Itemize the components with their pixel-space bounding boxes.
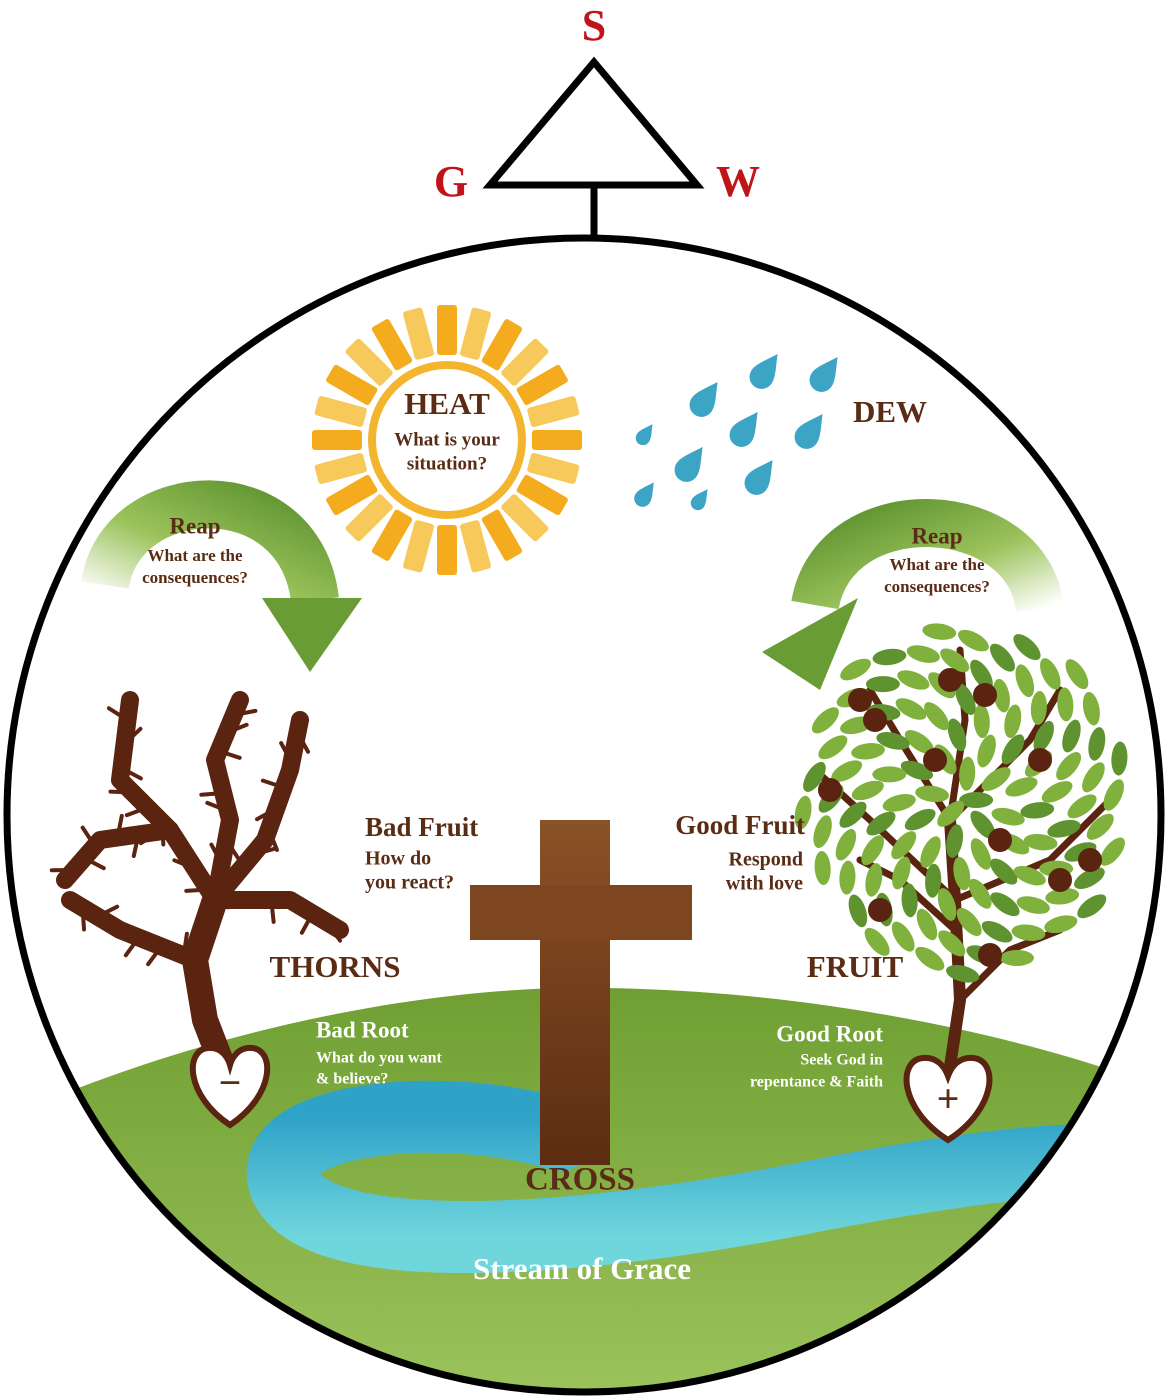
- heat-line: situation?: [407, 453, 487, 474]
- thorns-title: THORNS: [270, 949, 401, 984]
- sun-ray: [312, 430, 362, 450]
- stream-title: Stream of Grace: [473, 1251, 691, 1286]
- fruit-ball: [818, 778, 842, 802]
- thorn-spike: [201, 793, 223, 795]
- reap-line: What are the: [147, 546, 243, 565]
- good-root-sign: +: [937, 1076, 960, 1121]
- bad-root-title: Bad Root: [316, 1017, 409, 1042]
- leaf: [866, 676, 900, 692]
- fruit-ball: [1028, 748, 1052, 772]
- bad-root-line: What do you want: [316, 1050, 442, 1067]
- cross-title: CROSS: [525, 1162, 635, 1198]
- fruit-ball: [1048, 868, 1072, 892]
- fruit-ball: [868, 898, 892, 922]
- reap-line: consequences?: [884, 577, 990, 596]
- reap-title: Reap: [169, 513, 220, 538]
- leaf: [1000, 950, 1034, 966]
- leaf: [872, 766, 906, 782]
- reap-line: What are the: [889, 555, 985, 574]
- compass-top: S: [582, 1, 606, 50]
- fruit-ball: [1078, 848, 1102, 872]
- compass-left: G: [434, 157, 468, 206]
- thorn-spike: [186, 890, 208, 891]
- fruit-ball: [863, 708, 887, 732]
- bad-fruit-title: Bad Fruit: [365, 812, 478, 842]
- reap-title: Reap: [911, 523, 962, 548]
- compass-right: W: [716, 157, 760, 206]
- heat-line: What is your: [394, 429, 500, 450]
- dew-title: DEW: [853, 394, 927, 429]
- sun-ray: [532, 430, 582, 450]
- reap-line: consequences?: [142, 568, 248, 587]
- fruit-ball: [938, 668, 962, 692]
- thorn-spike: [271, 900, 273, 922]
- bad-root-sign: −: [219, 1060, 242, 1105]
- fruit-ball: [988, 828, 1012, 852]
- thorn-spike: [83, 908, 85, 930]
- triangle: [490, 62, 697, 185]
- fruit-ball: [978, 943, 1002, 967]
- fruit-ball: [848, 688, 872, 712]
- good-root-line: repentance & Faith: [750, 1074, 883, 1091]
- bad-fruit-line: you react?: [365, 872, 454, 894]
- fruit-ball: [923, 748, 947, 772]
- sun-ray: [437, 305, 457, 355]
- bad-root-line: & believe?: [316, 1071, 388, 1088]
- good-fruit-title: Good Fruit: [675, 810, 805, 840]
- sun-ray: [437, 525, 457, 575]
- good-fruit-line: Respond: [729, 849, 803, 871]
- good-root-title: Good Root: [776, 1021, 883, 1046]
- heat-title: HEAT: [404, 386, 490, 421]
- fruit-title: FRUIT: [807, 949, 904, 984]
- good-fruit-line: with love: [726, 873, 803, 895]
- fruit-ball: [973, 683, 997, 707]
- diagram: S G W: [0, 0, 1167, 1397]
- thorn-spike: [111, 792, 133, 793]
- good-root-line: Seek God in: [800, 1052, 883, 1069]
- bad-fruit-line: How do: [365, 848, 431, 870]
